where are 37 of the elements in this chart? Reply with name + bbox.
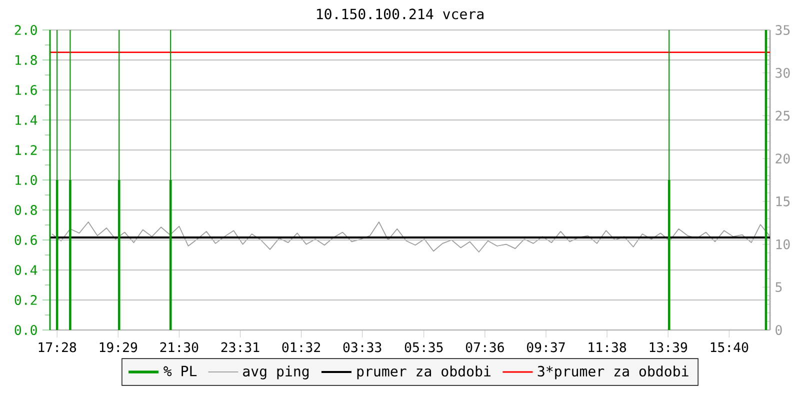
y2-tick-label: 25 — [776, 110, 790, 121]
y2-tick-label: 5 — [776, 282, 782, 292]
y2-tick-label: 10 — [776, 239, 790, 250]
legend-label: 3*prumer za obdobi — [538, 366, 688, 380]
y-tick-label: 0.4 — [14, 265, 38, 275]
y-tick-label: 1.6 — [16, 85, 37, 95]
chart-title: 10.150.100.214 vcera — [317, 8, 484, 20]
x-tick-label: 17:28 — [38, 342, 76, 352]
x-tick-label: 09:37 — [527, 342, 565, 352]
line-series — [52, 222, 770, 252]
y-tick-label: 1.0 — [16, 175, 37, 185]
x-tick-label: 19:29 — [100, 342, 138, 352]
x-tick-label: 23:31 — [221, 342, 260, 352]
x-tick-label: 03:33 — [343, 342, 382, 352]
y-tick-label: 0.0 — [14, 325, 37, 335]
x-tick-label: 11:38 — [588, 342, 626, 352]
x-tick-label: 15:40 — [710, 342, 748, 352]
y2-tick-label: 20 — [776, 154, 790, 164]
y2-tick-label: 0 — [776, 325, 782, 335]
legend-label: avg ping — [243, 366, 309, 380]
y-tick-label: 0.6 — [14, 235, 37, 245]
y-tick-label: 1.2 — [16, 145, 37, 155]
legend-label: prumer za obdobi — [357, 366, 490, 380]
x-tick-label: 01:32 — [282, 342, 320, 352]
y2-tick-label: 15 — [776, 196, 790, 206]
y-tick-label: 2.0 — [14, 25, 37, 35]
x-tick-label: 13:39 — [650, 342, 688, 352]
legend-label: % PL — [164, 366, 197, 376]
y-tick-label: 1.8 — [16, 55, 37, 65]
x-tick-label: 07:36 — [466, 342, 504, 352]
x-tick-label: 21:30 — [160, 342, 198, 352]
x-tick-label: 05:35 — [404, 342, 443, 352]
y2-tick-label: 35 — [776, 25, 790, 35]
y2-tick-label: 30 — [776, 68, 790, 78]
y-tick-label: 1.4 — [16, 115, 38, 125]
y-tick-label: 0.8 — [14, 205, 37, 215]
y-tick-label: 0.2 — [14, 295, 37, 305]
